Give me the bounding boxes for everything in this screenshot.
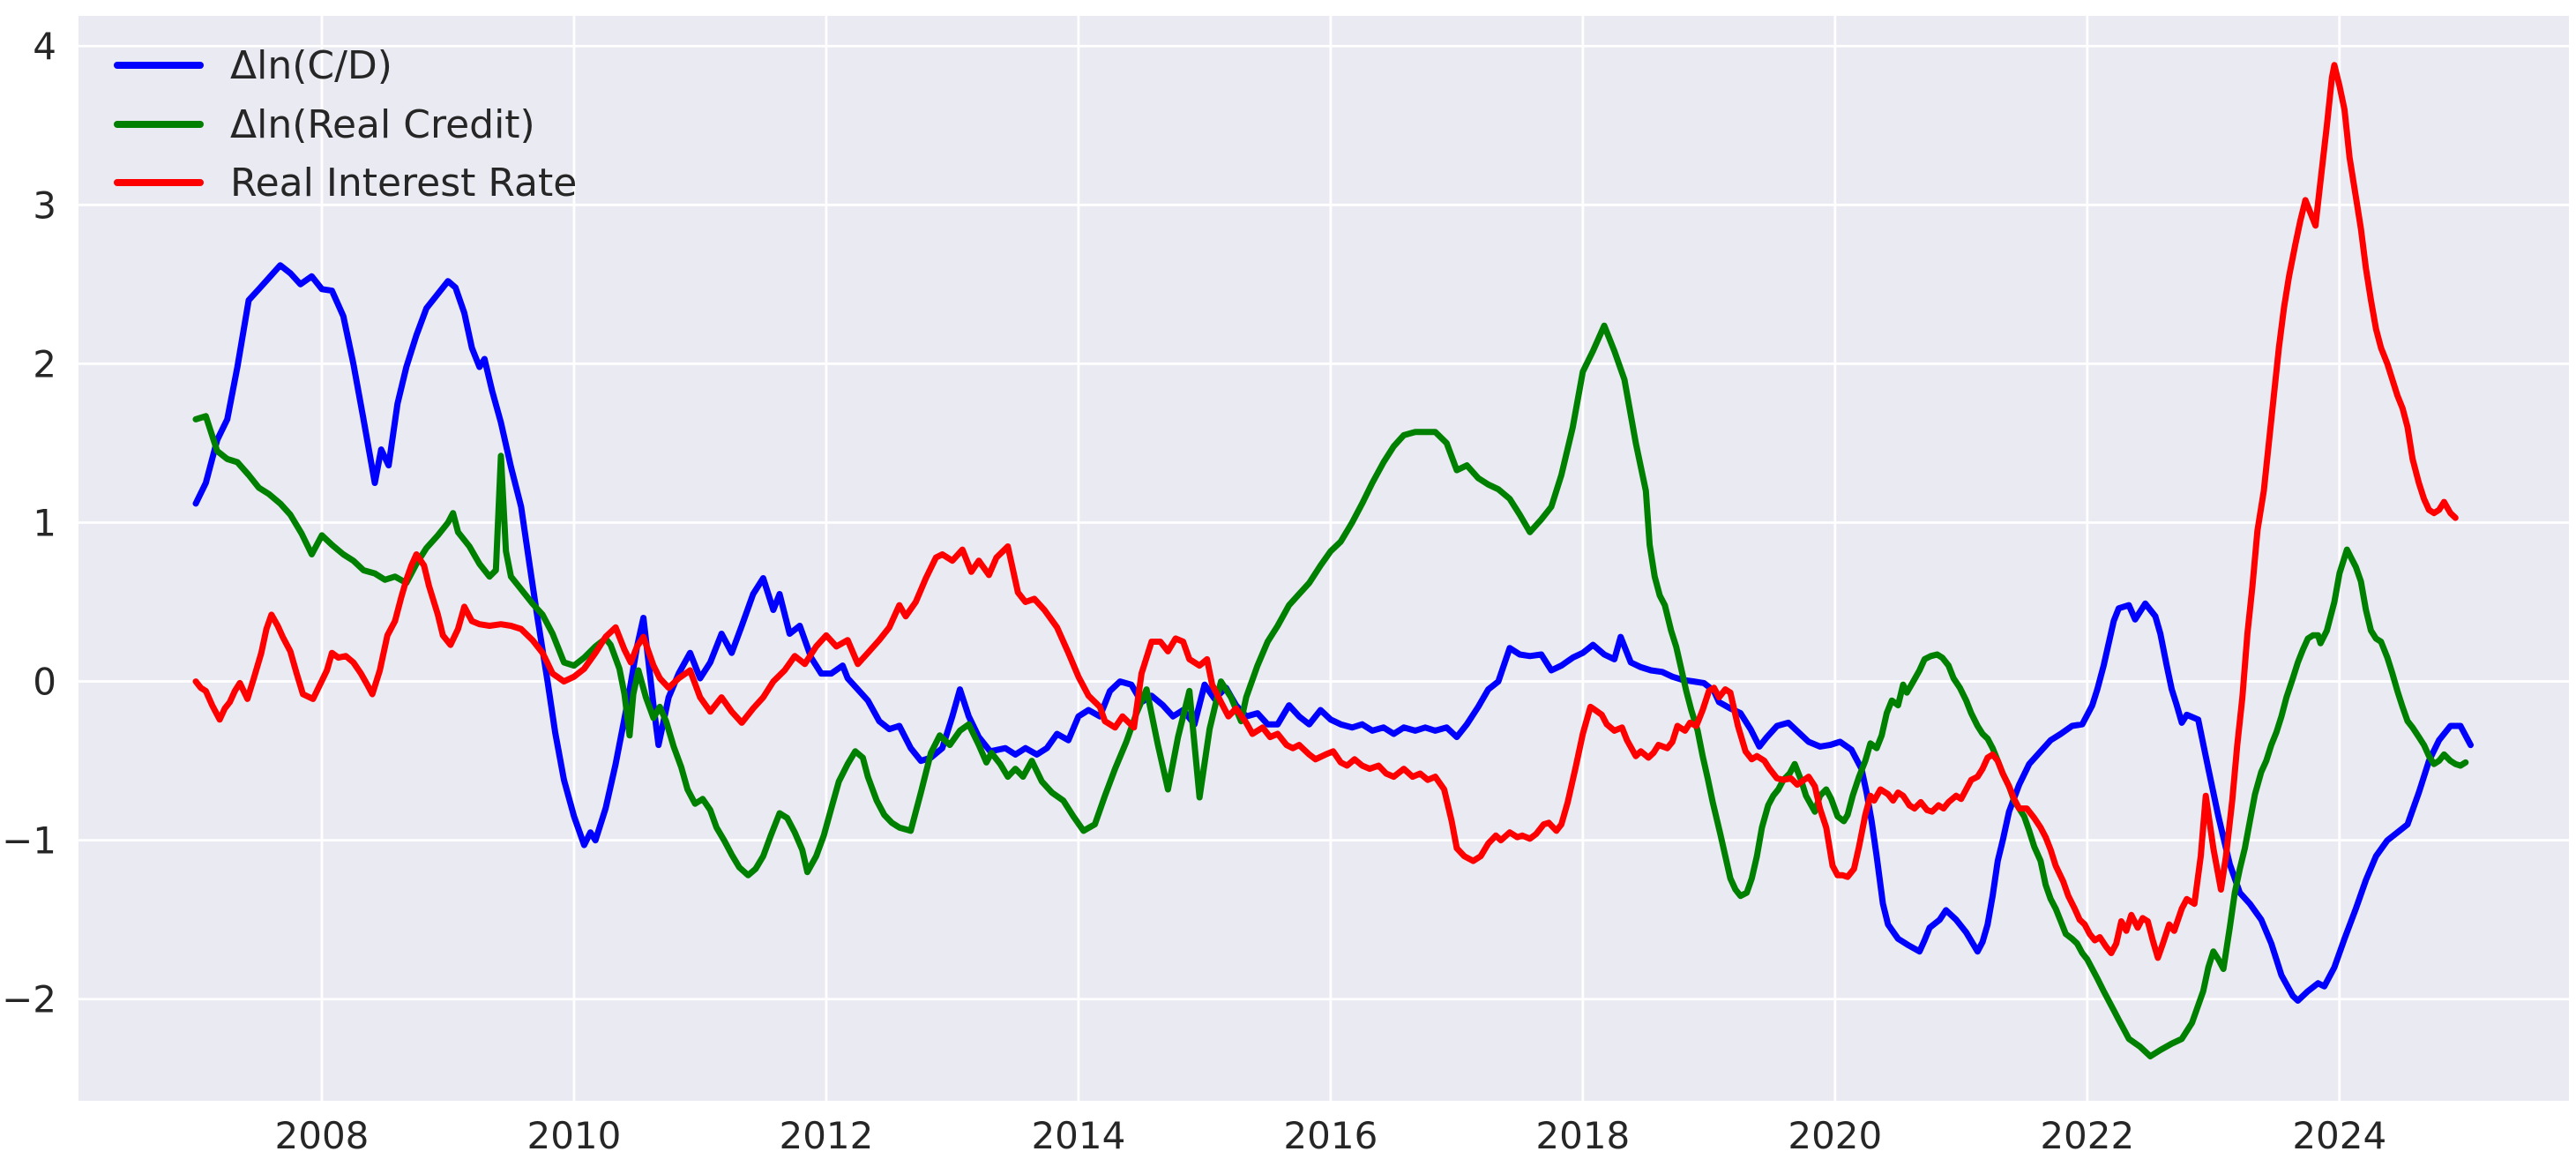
legend-label: Δln(Real Credit)	[230, 102, 535, 147]
legend-item-real-interest-rate: Real Interest Rate	[114, 161, 577, 206]
y-tick-label: 1	[33, 501, 56, 544]
legend: Δln(C/D) Δln(Real Credit) Real Interest Ra…	[114, 43, 577, 206]
x-tick-label: 2008	[275, 1114, 370, 1157]
x-tick-label: 2010	[526, 1114, 621, 1157]
series-line-real-interest-rate	[192, 62, 2459, 961]
y-tick-label: −1	[2, 819, 56, 863]
y-tick-label: 0	[33, 661, 56, 704]
series-line-dln-cd	[192, 262, 2474, 1004]
x-tick-label: 2014	[1031, 1114, 1125, 1157]
legend-label: Real Interest Rate	[230, 161, 577, 206]
x-tick-label: 2020	[1788, 1114, 1882, 1157]
x-tick-label: 2012	[779, 1114, 873, 1157]
legend-item-dln-real-credit: Δln(Real Credit)	[114, 102, 535, 147]
y-tick-label: 4	[33, 25, 56, 68]
y-tick-label: 3	[33, 183, 56, 227]
y-tick-label: −2	[2, 978, 56, 1021]
x-tick-label: 2016	[1283, 1114, 1378, 1157]
y-tick-label: 2	[33, 342, 56, 385]
grid-lines	[78, 16, 2569, 1101]
series-line-dln-real-credit	[192, 322, 2469, 1060]
x-tick-label: 2022	[2040, 1114, 2134, 1157]
x-tick-label: 2018	[1535, 1114, 1630, 1157]
legend-label: Δln(C/D)	[230, 43, 392, 88]
x-tick-label: 2024	[2292, 1114, 2386, 1157]
legend-item-dln-cd: Δln(C/D)	[114, 43, 392, 88]
